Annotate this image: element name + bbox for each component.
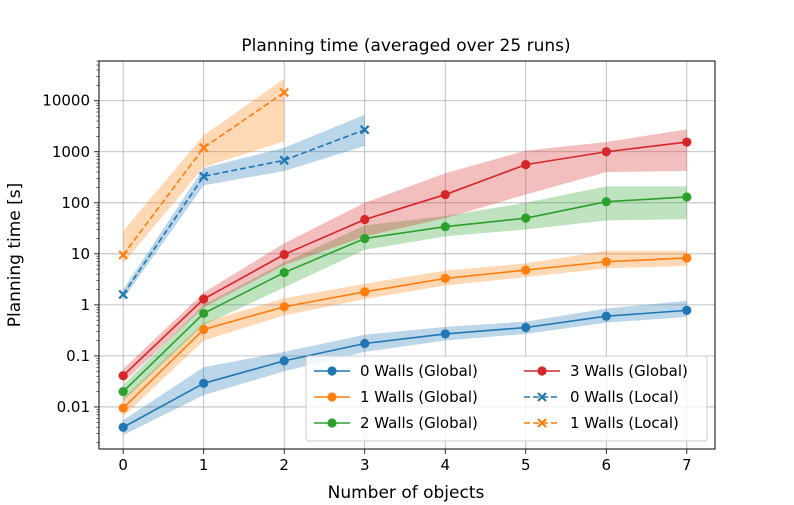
data-point xyxy=(279,302,289,312)
legend-marker xyxy=(537,392,547,402)
y-tick-label: 10 xyxy=(71,245,90,263)
legend-marker xyxy=(327,392,337,402)
data-point xyxy=(118,371,128,381)
confidence-bands xyxy=(123,78,687,436)
x-tick-label: 0 xyxy=(118,456,128,474)
series-line xyxy=(122,257,687,409)
data-point xyxy=(682,305,692,315)
y-axis-title: Planning time [s] xyxy=(5,183,25,328)
data-point xyxy=(521,265,531,275)
x-axis-title: Number of objects xyxy=(328,483,485,503)
x-tick-label: 5 xyxy=(521,456,531,474)
data-point xyxy=(360,233,370,244)
data-point xyxy=(601,197,611,207)
legend-label: 0 Walls (Global) xyxy=(360,362,478,380)
data-point xyxy=(279,356,289,366)
data-point xyxy=(118,289,128,300)
legend-label: 2 Walls (Global) xyxy=(360,414,478,432)
x-tick-label: 3 xyxy=(360,456,370,474)
y-tick-label: 0.01 xyxy=(57,398,90,416)
series-line xyxy=(122,309,687,428)
data-point xyxy=(521,322,531,333)
data-point xyxy=(279,87,289,98)
data-point xyxy=(279,155,289,166)
confidence-band xyxy=(123,250,687,417)
series-line xyxy=(122,141,687,377)
data-point xyxy=(682,192,692,202)
plot-frame xyxy=(98,60,716,450)
confidence-band xyxy=(123,78,285,264)
data-point xyxy=(440,273,450,284)
x-tick-label: 6 xyxy=(602,456,612,474)
data-point xyxy=(521,213,531,223)
data-point xyxy=(360,338,370,349)
data-point xyxy=(440,222,450,232)
legend-marker xyxy=(537,418,547,428)
data-point xyxy=(360,287,370,297)
confidence-band xyxy=(123,186,687,402)
x-tick-label: 2 xyxy=(279,456,289,474)
y-tick-label: 1000 xyxy=(52,143,90,161)
confidence-band xyxy=(123,129,687,383)
data-point xyxy=(199,294,209,304)
data-point xyxy=(601,311,611,321)
confidence-band xyxy=(123,114,365,300)
data-point xyxy=(199,324,209,335)
x-tick-label: 1 xyxy=(199,456,209,474)
series-markers xyxy=(118,87,692,432)
y-tick-label: 1 xyxy=(80,296,90,314)
data-point xyxy=(360,214,370,225)
data-point xyxy=(279,249,289,260)
data-point xyxy=(118,403,128,413)
x-tick-label: 4 xyxy=(440,456,450,474)
legend: 0 Walls (Global) 1 Walls (Global) 2 Walls … xyxy=(305,355,708,442)
series-line xyxy=(122,128,366,295)
data-point xyxy=(279,267,289,278)
data-point xyxy=(682,253,692,263)
series-line xyxy=(122,196,687,393)
y-tick-label: 100 xyxy=(61,194,90,212)
data-point xyxy=(440,329,450,339)
data-point xyxy=(601,257,611,267)
series-lines xyxy=(122,91,687,428)
axis-ticks: 0 1 2 3 4 5 6 7 0.01 0.1 1 10 100 1000 10000 xyxy=(42,60,692,474)
data-point xyxy=(682,137,692,147)
data-point xyxy=(359,124,370,135)
legend-marker xyxy=(327,366,337,376)
data-point xyxy=(440,189,450,200)
data-point xyxy=(118,422,128,432)
data-point xyxy=(601,147,611,157)
legend-label: 3 Walls (Global) xyxy=(570,362,688,380)
data-point xyxy=(521,160,531,170)
data-point xyxy=(118,250,128,260)
legend-marker xyxy=(537,366,547,376)
data-point xyxy=(198,171,209,182)
x-tick-label: 7 xyxy=(682,456,692,474)
y-tick-label: 0.1 xyxy=(66,347,90,365)
series-line xyxy=(122,91,285,256)
legend-label: 1 Walls (Global) xyxy=(360,388,478,406)
data-point xyxy=(118,386,128,397)
data-point xyxy=(198,142,209,153)
data-point xyxy=(199,378,209,388)
y-tick-label: 10000 xyxy=(42,92,90,110)
legend-label: 0 Walls (Local) xyxy=(570,388,679,406)
chart-title: Planning time (averaged over 25 runs) xyxy=(241,36,570,56)
legend-marker xyxy=(327,418,337,428)
legend-box xyxy=(305,355,708,442)
data-point xyxy=(199,308,209,319)
legend-label: 1 Walls (Local) xyxy=(570,414,679,432)
